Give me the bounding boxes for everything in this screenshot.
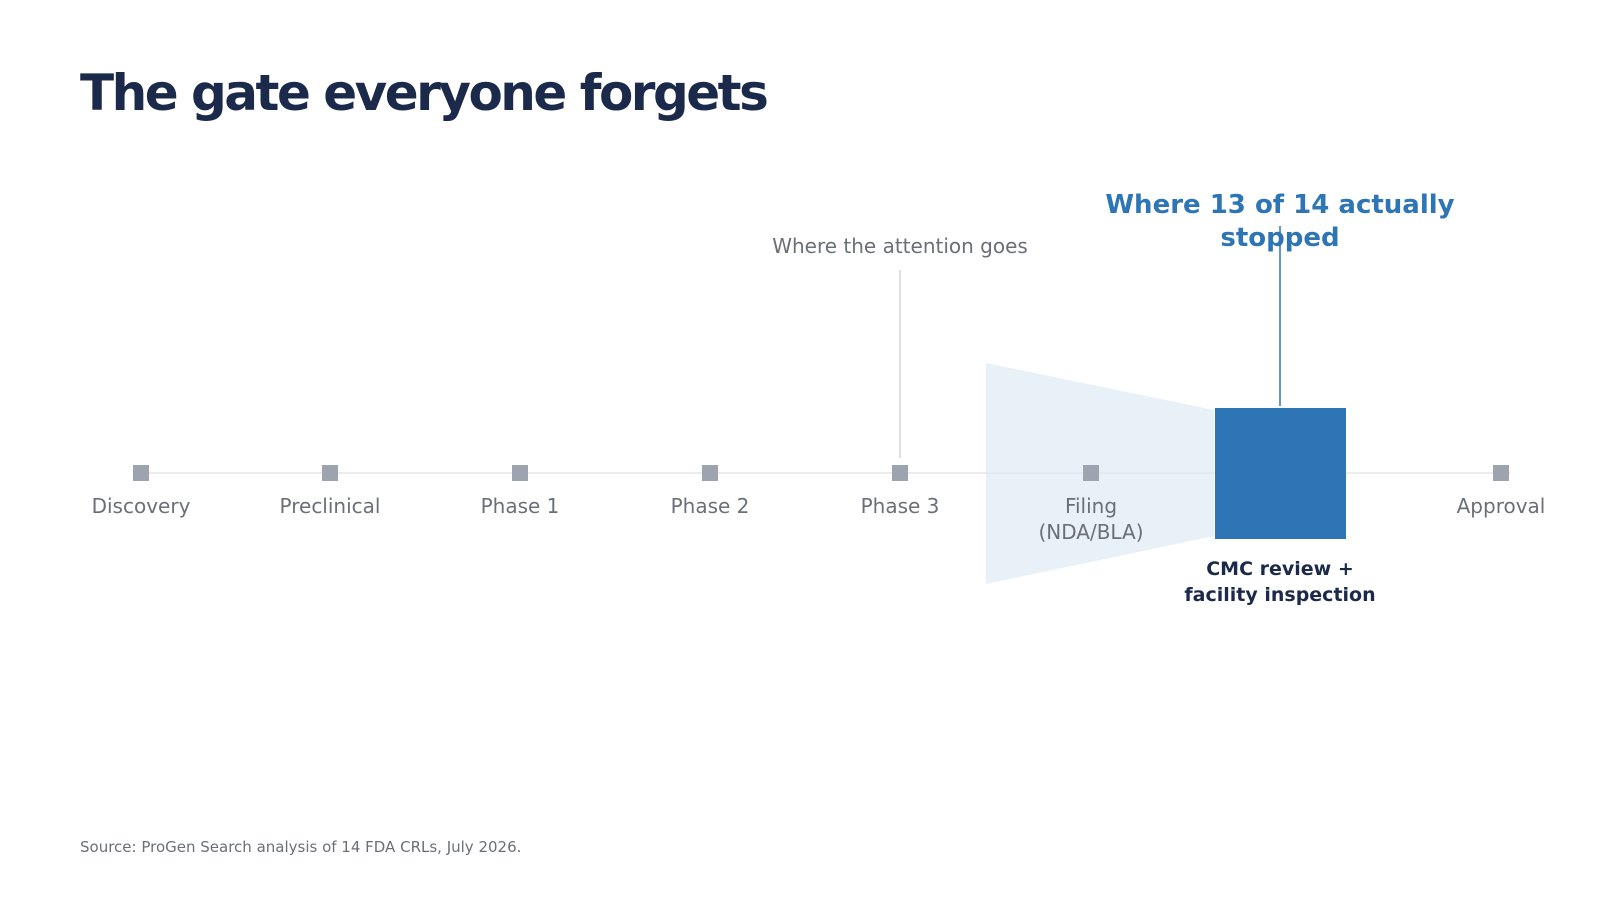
source-note: Source: ProGen Search analysis of 14 FDA… [80, 838, 522, 856]
stage-marker-preclinical [322, 465, 338, 481]
stage-labels: Discovery Preclinical Phase 1 Phase 2 Phase … [92, 494, 1546, 544]
stage-marker-approval [1493, 465, 1509, 481]
stage-markers [133, 465, 1509, 481]
attention-callout-text: Where the attention goes [772, 234, 1028, 258]
stage-marker-phase-3 [892, 465, 908, 481]
stopped-callout-text-line-2: stopped [1220, 223, 1339, 253]
gate-label-line-2: facility inspection [1184, 584, 1375, 606]
attention-callout: Where the attention goes [772, 234, 1028, 258]
stage-label-phase-3: Phase 3 [861, 494, 940, 518]
stage-marker-discovery [133, 465, 149, 481]
stage-label-preclinical: Preclinical [280, 494, 381, 518]
stage-label-phase-2: Phase 2 [671, 494, 750, 518]
stage-marker-filing [1083, 465, 1099, 481]
stage-label-approval: Approval [1457, 494, 1546, 518]
gate-label: CMC review + facility inspection [1184, 558, 1375, 606]
slide-title: The gate everyone forgets [80, 64, 769, 122]
stage-label-phase-1: Phase 1 [481, 494, 560, 518]
gate-label-line-1: CMC review + [1206, 558, 1354, 580]
stage-label-filing-line-2: (NDA/BLA) [1038, 520, 1143, 544]
stage-label-filing-line-1: Filing [1065, 494, 1117, 518]
stage-marker-phase-2 [702, 465, 718, 481]
gate-box [1215, 408, 1346, 539]
stage-marker-phase-1 [512, 465, 528, 481]
stopped-callout-text-line-1: Where 13 of 14 actually [1105, 190, 1454, 220]
stage-label-discovery: Discovery [92, 494, 191, 518]
